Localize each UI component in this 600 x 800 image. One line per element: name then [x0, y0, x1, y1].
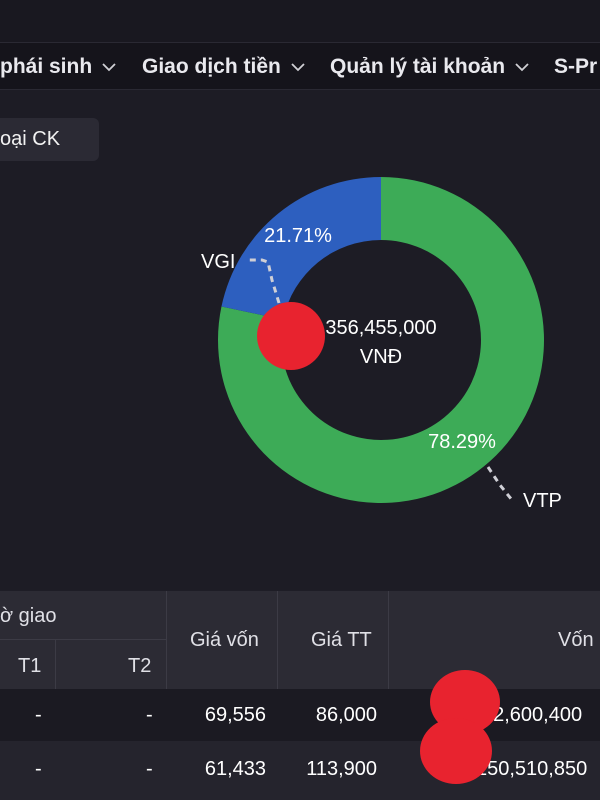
chevron-down-icon	[102, 62, 116, 72]
column-divider	[388, 591, 389, 689]
menu-derivatives-label: phái sinh	[0, 55, 93, 78]
header-t1: T1	[18, 655, 42, 677]
cell-market-price: 113,900	[306, 758, 377, 780]
cell-t1: -	[35, 704, 42, 726]
header-cost-price: Giá vốn	[190, 629, 259, 651]
stock-type-filter[interactable]: oại CK	[0, 118, 99, 161]
menu-account-management[interactable]: Quản lý tài khoản	[330, 53, 529, 81]
column-divider	[166, 591, 167, 689]
stock-type-filter-label: oại CK	[0, 128, 61, 150]
donut-slice-vgi[interactable]	[221, 177, 381, 320]
chevron-down-icon	[291, 62, 305, 72]
top-header	[0, 0, 600, 42]
slice-percent-label-vtp: 78.29%	[428, 431, 496, 453]
red-marker	[420, 718, 492, 784]
header-pending-group: ờ giao	[0, 605, 57, 627]
table-row[interactable]: - - 69,556 86,000 62,600,400	[0, 689, 600, 741]
donut-slice-vtp[interactable]	[218, 177, 545, 503]
donut-center-unit: VNĐ	[360, 346, 402, 368]
slice-name-label-vgi: VGI	[201, 251, 235, 273]
menu-cash-transactions-label: Giao dịch tiền	[142, 55, 281, 78]
menu-s-pro[interactable]: S-Pr	[554, 53, 597, 81]
leader-line-vgi	[245, 258, 281, 304]
portfolio-donut-chart: 78.29% 21.71% VTP VGI 356,455,000 VNĐ	[201, 177, 562, 512]
column-divider	[55, 639, 56, 689]
cell-t2: -	[146, 704, 153, 726]
cell-market-price: 86,000	[315, 704, 377, 726]
main-menu-bar: phái sinh Giao dịch tiền Quản lý tài kho…	[0, 42, 600, 90]
slice-percent-label-vgi: 21.71%	[264, 225, 332, 247]
menu-derivatives[interactable]: phái sinh	[0, 53, 116, 81]
menu-account-management-label: Quản lý tài khoản	[330, 55, 506, 78]
header-market-price: Giá TT	[311, 629, 372, 651]
cell-t1: -	[35, 758, 42, 780]
slice-name-label-vtp: VTP	[523, 490, 562, 512]
menu-cash-transactions[interactable]: Giao dịch tiền	[142, 53, 305, 81]
header-t2: T2	[128, 655, 152, 677]
header-divider	[0, 639, 166, 640]
holdings-table-header: ờ giao T1 T2 Giá vốn Giá TT Vốn	[0, 591, 600, 689]
donut-center-total: 356,455,000	[325, 317, 436, 339]
cell-cost-price: 61,433	[204, 758, 266, 780]
table-row[interactable]: - - 61,433 113,900 150,510,850	[0, 741, 600, 800]
chevron-down-icon	[515, 62, 529, 72]
column-divider	[277, 591, 278, 689]
cell-cost-value: 150,510,850	[476, 758, 588, 780]
header-cost-value: Vốn	[558, 629, 594, 651]
menu-s-pro-label: S-Pr	[554, 55, 598, 78]
cell-cost-value: 62,600,400	[482, 704, 583, 726]
cell-t2: -	[146, 758, 153, 780]
cell-cost-price: 69,556	[204, 704, 266, 726]
red-marker	[257, 302, 325, 370]
leader-line-vtp	[486, 466, 514, 501]
